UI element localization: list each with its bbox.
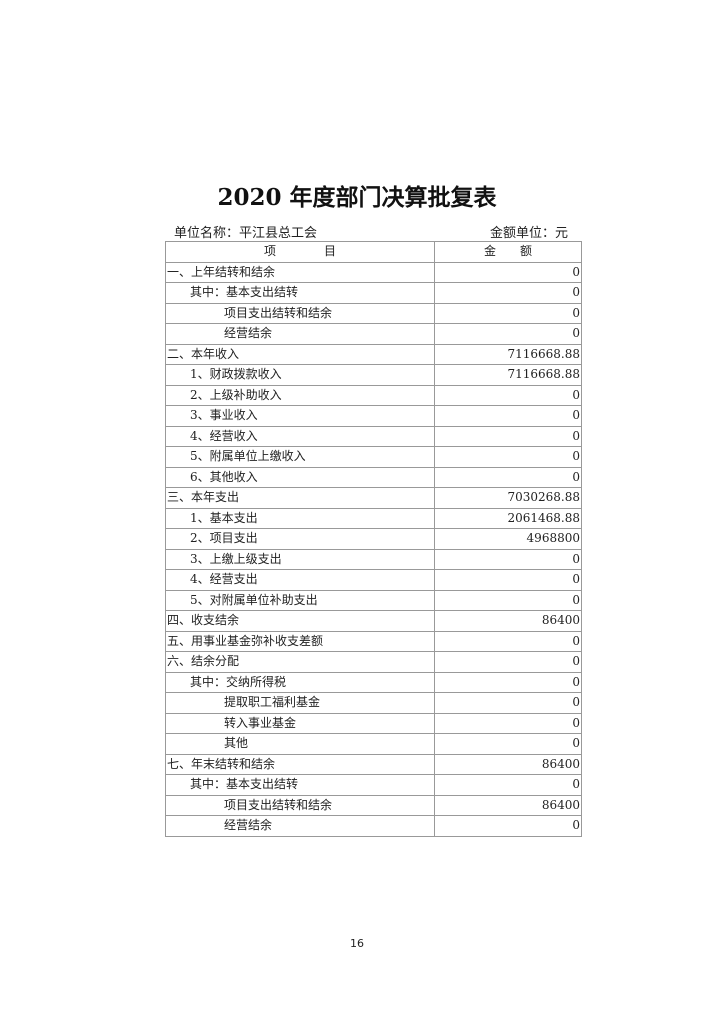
unit-name: 单位名称：平江县总工会 — [174, 226, 318, 241]
table-row: 七、年末结转和结余 86400 — [165, 753, 582, 775]
row-label: 1、基本支出 — [165, 507, 435, 529]
row-amount: 2061468.88 — [434, 507, 582, 529]
table-row: 2、上级补助收入 0 — [165, 384, 582, 406]
row-label: 项目支出结转和结余 — [165, 302, 435, 324]
table-row: 其中：基本支出结转 0 — [165, 774, 582, 796]
header-amount: 金 额 — [434, 241, 582, 263]
table-row: 5、附属单位上缴收入 0 — [165, 446, 582, 468]
row-label: 经营结余 — [165, 815, 435, 837]
row-amount: 0 — [434, 384, 582, 406]
row-label: 二、本年收入 — [165, 343, 435, 365]
page-title: 2020 年度部门决算批复表 — [217, 184, 497, 211]
row-label: 经营结余 — [165, 323, 435, 345]
row-label: 提取职工福利基金 — [165, 692, 435, 714]
table-header-row: 项 目 金 额 — [165, 241, 582, 263]
row-label: 项目支出结转和结余 — [165, 794, 435, 816]
row-label: 5、对附属单位补助支出 — [165, 589, 435, 611]
table-row: 6、其他收入 0 — [165, 466, 582, 488]
table-row: 转入事业基金 0 — [165, 712, 582, 734]
row-label: 五、用事业基金弥补收支差额 — [165, 630, 435, 652]
row-amount: 86400 — [434, 610, 582, 632]
row-amount: 0 — [434, 425, 582, 447]
row-label: 其中：交纳所得税 — [165, 671, 435, 693]
row-amount: 0 — [434, 466, 582, 488]
header-item: 项 目 — [165, 241, 435, 263]
table-row: 二、本年收入 7116668.88 — [165, 343, 582, 365]
table-row: 经营结余 0 — [165, 815, 582, 837]
row-amount: 86400 — [434, 753, 582, 775]
row-label: 三、本年支出 — [165, 487, 435, 509]
row-label: 六、结余分配 — [165, 651, 435, 673]
table-row: 4、经营支出 0 — [165, 569, 582, 591]
table-row: 六、结余分配 0 — [165, 651, 582, 673]
row-amount: 0 — [434, 446, 582, 468]
row-amount: 0 — [434, 405, 582, 427]
row-amount: 0 — [434, 733, 582, 755]
row-label: 一、上年结转和结余 — [165, 261, 435, 283]
table-row: 5、对附属单位补助支出 0 — [165, 589, 582, 611]
row-label: 3、事业收入 — [165, 405, 435, 427]
row-label: 4、经营收入 — [165, 425, 435, 447]
row-amount: 0 — [434, 589, 582, 611]
row-label: 3、上缴上级支出 — [165, 548, 435, 570]
row-amount: 0 — [434, 323, 582, 345]
table-row: 1、财政拨款收入 7116668.88 — [165, 364, 582, 386]
row-amount: 0 — [434, 569, 582, 591]
table-row: 提取职工福利基金 0 — [165, 692, 582, 714]
table-row: 项目支出结转和结余 0 — [165, 302, 582, 324]
row-label: 其中：基本支出结转 — [165, 282, 435, 304]
table-row: 其中：基本支出结转 0 — [165, 282, 582, 304]
row-amount: 0 — [434, 692, 582, 714]
row-label: 4、经营支出 — [165, 569, 435, 591]
table-row: 三、本年支出 7030268.88 — [165, 487, 582, 509]
row-amount: 0 — [434, 651, 582, 673]
table-row: 3、事业收入 0 — [165, 405, 582, 427]
row-amount: 86400 — [434, 794, 582, 816]
table-row: 一、上年结转和结余 0 — [165, 261, 582, 283]
row-amount: 0 — [434, 302, 582, 324]
table-row: 五、用事业基金弥补收支差额 0 — [165, 630, 582, 652]
row-amount: 0 — [434, 671, 582, 693]
table-row: 经营结余 0 — [165, 323, 582, 345]
table-row: 1、基本支出 2061468.88 — [165, 507, 582, 529]
row-label: 2、上级补助收入 — [165, 384, 435, 406]
row-amount: 0 — [434, 815, 582, 837]
budget-table: 项 目 金 额 一、上年结转和结余 0 其中：基本支出结转 0 项目支出结转和结余 0 经营… — [165, 241, 582, 837]
row-label: 5、附属单位上缴收入 — [165, 446, 435, 468]
row-label: 四、收支结余 — [165, 610, 435, 632]
row-amount: 7116668.88 — [434, 364, 582, 386]
table-row: 其他 0 — [165, 733, 582, 755]
row-label: 1、财政拨款收入 — [165, 364, 435, 386]
row-label: 七、年末结转和结余 — [165, 753, 435, 775]
row-amount: 0 — [434, 282, 582, 304]
table-row: 项目支出结转和结余 86400 — [165, 794, 582, 816]
amount-unit: 金额单位：元 — [489, 226, 568, 241]
page-number: 16 — [350, 937, 364, 950]
table-row: 3、上缴上级支出 0 — [165, 548, 582, 570]
table-row: 四、收支结余 86400 — [165, 610, 582, 632]
row-label: 6、其他收入 — [165, 466, 435, 488]
row-amount: 4968800 — [434, 528, 582, 550]
row-amount: 7116668.88 — [434, 343, 582, 365]
row-label: 其中：基本支出结转 — [165, 774, 435, 796]
row-amount: 0 — [434, 630, 582, 652]
row-amount: 0 — [434, 774, 582, 796]
table-row: 2、项目支出 4968800 — [165, 528, 582, 550]
table-row: 4、经营收入 0 — [165, 425, 582, 447]
row-label: 2、项目支出 — [165, 528, 435, 550]
table-row: 其中：交纳所得税 0 — [165, 671, 582, 693]
row-label: 其他 — [165, 733, 435, 755]
row-label: 转入事业基金 — [165, 712, 435, 734]
row-amount: 7030268.88 — [434, 487, 582, 509]
row-amount: 0 — [434, 261, 582, 283]
row-amount: 0 — [434, 712, 582, 734]
row-amount: 0 — [434, 548, 582, 570]
